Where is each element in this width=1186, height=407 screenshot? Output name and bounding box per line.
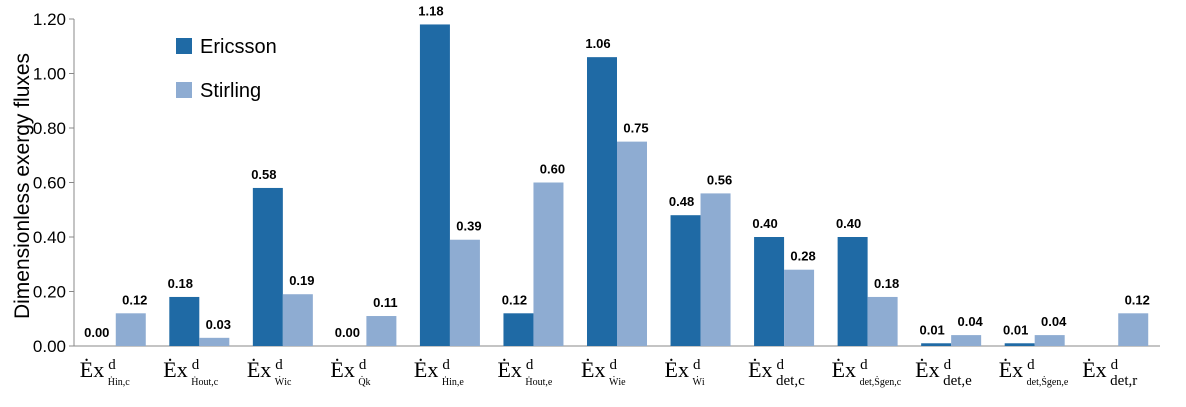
legend-label-ericsson: Ericsson bbox=[200, 36, 277, 58]
bar-ericsson bbox=[419, 24, 450, 346]
data-label: 0.39 bbox=[456, 219, 481, 234]
data-label: 0.00 bbox=[335, 325, 360, 340]
legend-label-stirling: Stirling bbox=[200, 80, 261, 102]
category-label: Ėx d Ẇi bbox=[665, 357, 705, 388]
data-label: 1.06 bbox=[585, 36, 610, 51]
data-label: 0.18 bbox=[168, 276, 193, 291]
bar-ericsson bbox=[837, 237, 868, 346]
category-label: Ėx d Ḣin,e bbox=[414, 357, 464, 388]
bar-stirling bbox=[449, 239, 480, 346]
bar-ericsson bbox=[503, 313, 534, 346]
data-label: 0.19 bbox=[289, 273, 314, 288]
legend-swatch-stirling bbox=[176, 82, 192, 98]
category-label: Ėx d Ẇie bbox=[581, 357, 626, 388]
y-tick-label: 0.40 bbox=[33, 228, 66, 247]
bar-stirling bbox=[951, 335, 982, 346]
bar-stirling bbox=[867, 296, 898, 346]
data-label: 0.12 bbox=[502, 292, 527, 307]
bar-ericsson bbox=[169, 296, 200, 346]
category-label: Ėx d det,Ṡgen,c bbox=[832, 357, 902, 388]
y-axis-label: Dimensionless exergy fluxes bbox=[11, 53, 34, 319]
bar-stirling bbox=[533, 182, 564, 346]
bar-ericsson bbox=[670, 215, 701, 346]
legend-swatch-ericsson bbox=[176, 38, 192, 54]
data-label: 0.11 bbox=[373, 295, 398, 310]
category-label: Ėx d det,c bbox=[748, 357, 805, 389]
data-label: 0.48 bbox=[669, 194, 694, 209]
category-labels: Ėx d Ḣin,c Ėx d Ḣout,c Ėx d Ẇic Ėx d Q̇k Ėx d Ḣin,e Ėx d… bbox=[80, 357, 1137, 389]
y-tick-label: 0.20 bbox=[33, 283, 66, 302]
y-tick-label: 1.20 bbox=[33, 10, 66, 29]
data-label: 0.12 bbox=[122, 292, 147, 307]
category-label: Ėx d Q̇k bbox=[330, 357, 370, 388]
bar-stirling bbox=[199, 337, 230, 346]
bar-stirling bbox=[784, 269, 815, 346]
data-label: 0.12 bbox=[1125, 292, 1150, 307]
bar-stirling bbox=[1118, 313, 1149, 346]
bar-stirling bbox=[366, 316, 397, 346]
data-label: 0.18 bbox=[874, 276, 899, 291]
bar-stirling bbox=[115, 313, 146, 346]
bar-stirling bbox=[282, 294, 313, 346]
data-label: 0.00 bbox=[84, 325, 109, 340]
data-label: 0.58 bbox=[251, 167, 276, 182]
legend: Ericsson Stirling bbox=[176, 36, 277, 102]
y-tick-label: 0.80 bbox=[33, 119, 66, 138]
bar-stirling bbox=[700, 193, 731, 346]
data-label: 0.04 bbox=[957, 314, 983, 329]
data-label: 0.28 bbox=[790, 249, 815, 264]
data-label: 0.56 bbox=[707, 172, 732, 187]
bar-ericsson bbox=[587, 57, 617, 347]
y-tick-label: 0.60 bbox=[33, 174, 66, 193]
bars bbox=[115, 24, 1149, 347]
category-label: Ėx d Ẇic bbox=[247, 357, 292, 388]
y-tick-label: 1.00 bbox=[33, 65, 66, 84]
bar-ericsson bbox=[1004, 343, 1035, 346]
category-label: Ėx d Ḣin,c bbox=[80, 357, 130, 388]
bar-ericsson bbox=[754, 237, 785, 346]
bar-stirling bbox=[617, 141, 647, 346]
bar-ericsson bbox=[252, 187, 283, 346]
category-label: Ėx d Ḣout,e bbox=[497, 357, 552, 388]
data-labels: 0.00 0.18 0.58 0.00 1.18 0.12 1.06 0.48 0.40 0.40… bbox=[84, 3, 1150, 340]
data-label: 0.60 bbox=[540, 162, 565, 177]
data-label: 0.01 bbox=[919, 322, 944, 337]
bar-stirling bbox=[1034, 335, 1065, 346]
bar-ericsson bbox=[921, 343, 952, 346]
data-label: 1.18 bbox=[418, 3, 443, 18]
y-tick-label: 0.00 bbox=[33, 337, 66, 356]
category-label: Ėx d Ḣout,c bbox=[163, 357, 218, 388]
data-label: 0.01 bbox=[1003, 322, 1028, 337]
data-label: 0.40 bbox=[752, 216, 777, 231]
category-label: Ėx d det,e bbox=[915, 357, 972, 389]
data-label: 0.04 bbox=[1041, 314, 1067, 329]
category-label: Ėx d det,r bbox=[1082, 357, 1137, 389]
data-label: 0.75 bbox=[623, 121, 648, 136]
category-label: Ėx d det,Ṡgen,e bbox=[999, 357, 1069, 388]
data-label: 0.40 bbox=[836, 216, 861, 231]
data-label: 0.03 bbox=[206, 317, 231, 332]
